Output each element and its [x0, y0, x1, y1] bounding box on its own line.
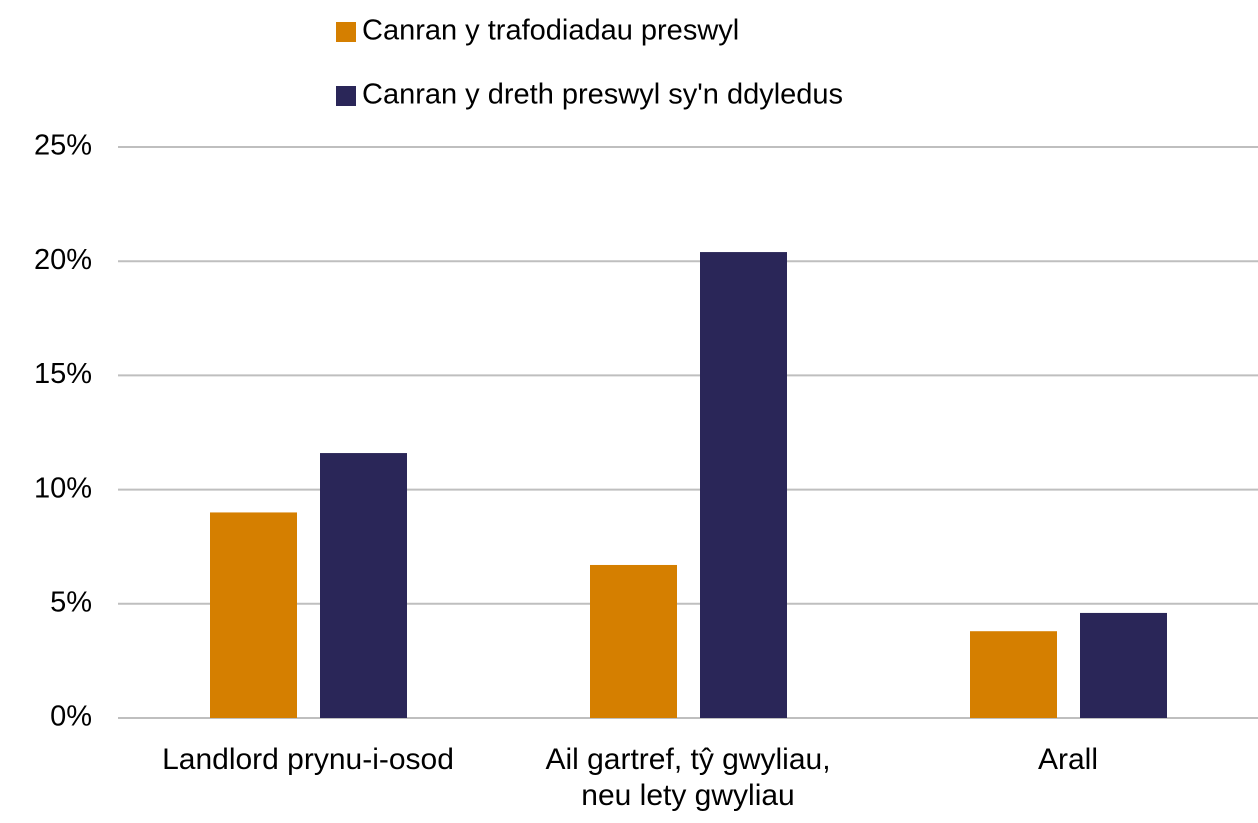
y-tick-label: 5%	[50, 586, 92, 618]
x-tick-label: Ail gartref, tŷ gwyliau, neu lety gwylia…	[545, 743, 831, 812]
y-tick-label: 0%	[50, 701, 92, 733]
legend-label: Canran y trafodiadau preswyl	[362, 15, 739, 47]
y-tick-label: 15%	[34, 358, 92, 390]
bar	[210, 512, 297, 718]
bar	[970, 631, 1057, 718]
y-tick-label: 25%	[34, 130, 92, 162]
legend-label: Canran y dreth preswyl sy'n ddyledus	[362, 79, 843, 111]
x-tick-label: Landlord prynu-i-osod	[162, 743, 454, 776]
y-tick-label: 20%	[34, 244, 92, 276]
bar	[700, 252, 787, 718]
bar	[1080, 612, 1167, 718]
bar	[590, 564, 677, 718]
legend-swatch	[336, 22, 356, 42]
x-tick-label: Arall	[1037, 743, 1098, 776]
bar	[320, 453, 407, 718]
legend-swatch	[336, 86, 356, 106]
y-tick-label: 10%	[34, 472, 92, 504]
